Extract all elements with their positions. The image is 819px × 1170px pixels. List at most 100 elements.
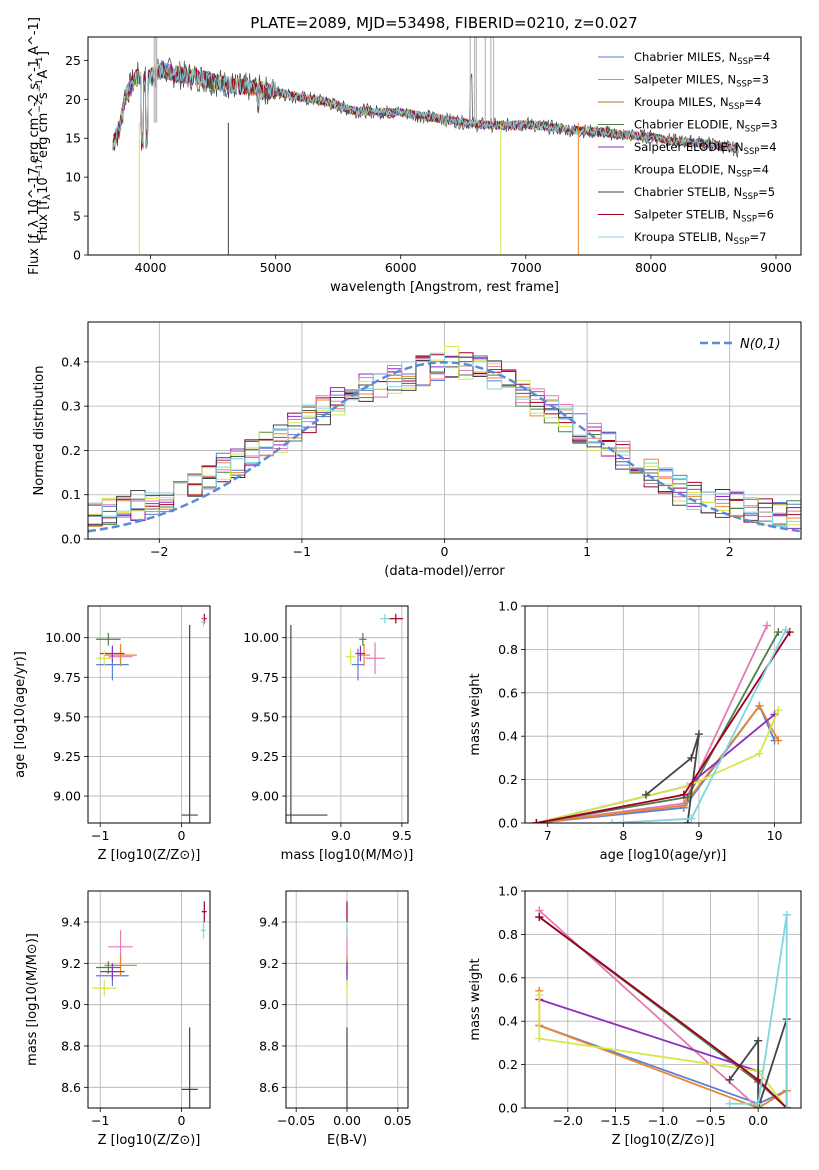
x-axis-label: Z [log10(Z/Z⊙)] (612, 1133, 715, 1148)
legend-nssp: =5 (758, 185, 775, 199)
legend-entry: Chabrier MILES, NSSP=4 (634, 50, 770, 67)
y-tick-label: 1.0 (498, 599, 518, 614)
x-tick-label: 6000 (385, 260, 417, 275)
y-tick-label: 9.75 (251, 670, 279, 685)
weight-point-marker (774, 628, 783, 637)
weight-series-line (536, 704, 780, 823)
weight-series-line (645, 733, 700, 823)
x-axis-label: wavelength [Angstrom, rest frame] (330, 280, 559, 295)
weight-point-marker (535, 1034, 544, 1043)
y-label-part: −17 (35, 158, 45, 177)
y-tick-label: 0.4 (498, 729, 518, 744)
y-label-part: ] (36, 51, 51, 56)
y-tick-label: 9.50 (53, 709, 81, 724)
x-tick-label: 0.0 (748, 1113, 768, 1128)
y-tick-label: 9.4 (61, 915, 81, 930)
y-tick-label: 0.2 (498, 772, 518, 787)
mass-vs-extinction-panel: −0.05 0.00 0.05 8.6 8.8 9.0 9.2 9.4 E(B-V) (259, 890, 412, 1148)
legend-model-name: Chabrier ELODIE, N (634, 118, 745, 132)
y-label-part: s (36, 92, 51, 99)
axes-frame (87, 605, 211, 824)
y-tick-label: 0.3 (61, 399, 81, 414)
legend-subscript: SSP (741, 215, 757, 225)
legend-nssp: =3 (761, 118, 778, 132)
weight-point-marker (607, 819, 616, 823)
legend-nssp: =3 (752, 73, 769, 87)
weight-point-marker (687, 814, 696, 823)
weight-vs-age-panel: 7 8 9 10 0.0 0.2 0.4 0.6 0.8 1.0 age [log10(age/yr… (468, 599, 802, 863)
legend-subscript: SSP (734, 237, 750, 247)
legend-subscript: SSP (742, 192, 758, 202)
y-tick-label: 0.4 (498, 1014, 518, 1029)
axes-frame (87, 321, 802, 540)
y-tick-label: 0.6 (498, 970, 518, 985)
weight-point-marker (781, 625, 790, 634)
weight-point-marker (687, 753, 696, 762)
y-tick-label: 0.2 (498, 1057, 518, 1072)
x-axis-label: Z [log10(Z/Z⊙)] (98, 1133, 201, 1148)
y-tick-label: 0.0 (61, 532, 81, 547)
weight-point-marker (532, 819, 541, 823)
x-tick-label: 8000 (635, 260, 667, 275)
x-tick-label: 10 (767, 828, 783, 843)
histogram-plot-area (88, 346, 801, 533)
x-tick-label: 4000 (135, 260, 167, 275)
y-tick-label: 8.6 (259, 1080, 279, 1095)
age-vs-metallicity-panel: −1 0 9.00 9.25 9.50 9.75 10.00 Z [log10(Z/Z⊙)] a… (13, 605, 211, 863)
weight-point-marker (782, 910, 791, 919)
weight-point-marker (774, 736, 783, 745)
x-tick-label: 1 (583, 544, 591, 559)
weight-point-marker (782, 1104, 791, 1108)
x-tick-label: 9.0 (331, 828, 351, 843)
weight-point-marker (774, 706, 783, 715)
residual-histogram-panel: −2 −1 0 1 2 0.0 0.1 0.2 0.3 0.4 (data-model)/error… (32, 321, 802, 579)
legend-model-name: Kroupa ELODIE, N (634, 163, 736, 177)
x-tick-label: −2 (150, 544, 168, 559)
y-label-part: λ (42, 194, 53, 200)
x-tick-label: −0.5 (695, 1113, 725, 1128)
y-label-part: −2 (35, 99, 45, 112)
model-spectrum-line (112, 64, 739, 152)
legend-nssp: =4 (753, 50, 770, 64)
weight-series-line (729, 914, 788, 1108)
y-tick-label: 0 (73, 248, 81, 263)
y-tick-label: 9.4 (259, 915, 279, 930)
model-spectrum-line (112, 62, 739, 153)
weight-point-marker (641, 790, 650, 799)
weight-point-marker (679, 790, 688, 799)
x-tick-label: −1.0 (648, 1113, 678, 1128)
normal-reference-curve (88, 361, 801, 533)
legend-entry: Salpeter ELODIE, NSSP=4 (634, 140, 777, 157)
x-tick-label: 9000 (760, 260, 792, 275)
weight-point-marker (535, 991, 544, 1000)
legend-subscript: SSP (744, 147, 760, 157)
y-tick-label: 9.50 (251, 709, 279, 724)
y-tick-label: 5 (73, 209, 81, 224)
y-axis-label: Flux [f_λ 10^-17 erg cm^-2 s^-1 A^-1] (27, 17, 42, 275)
legend-entry: Kroupa MILES, NSSP=4 (634, 95, 761, 112)
y-tick-label: 0.8 (498, 927, 518, 942)
x-tick-label: 5000 (260, 260, 292, 275)
y-tick-label: 0.2 (61, 443, 81, 458)
weight-point-marker (754, 1099, 763, 1108)
legend-nssp: =6 (757, 208, 774, 222)
x-axis-label: age [log10(age/yr)] (600, 848, 727, 863)
axes-frame (285, 605, 409, 824)
spectrum-legend: Chabrier MILES, NSSP=4 Salpeter MILES, NS… (598, 50, 778, 247)
weight-point-marker (683, 819, 692, 823)
y-tick-label: 0.6 (498, 685, 518, 700)
legend-entry: Salpeter MILES, NSSP=3 (634, 73, 769, 90)
weight-point-marker (754, 1036, 763, 1045)
x-tick-label: −1 (91, 828, 109, 843)
y-axis-label: mass weight (468, 958, 483, 1040)
y-axis-label: mass weight (468, 673, 483, 755)
legend-subscript: SSP (737, 57, 753, 67)
weight-point-marker (725, 1099, 734, 1108)
legend-subscript: SSP (736, 170, 752, 180)
scatter-plot-area (286, 613, 404, 823)
x-tick-label: 9 (695, 828, 703, 843)
y-tick-label: 9.2 (61, 956, 81, 971)
y-tick-label: 8.8 (259, 1039, 279, 1054)
y-axis-label: Normed distribution (32, 366, 47, 496)
weight-point-marker (754, 1075, 763, 1084)
